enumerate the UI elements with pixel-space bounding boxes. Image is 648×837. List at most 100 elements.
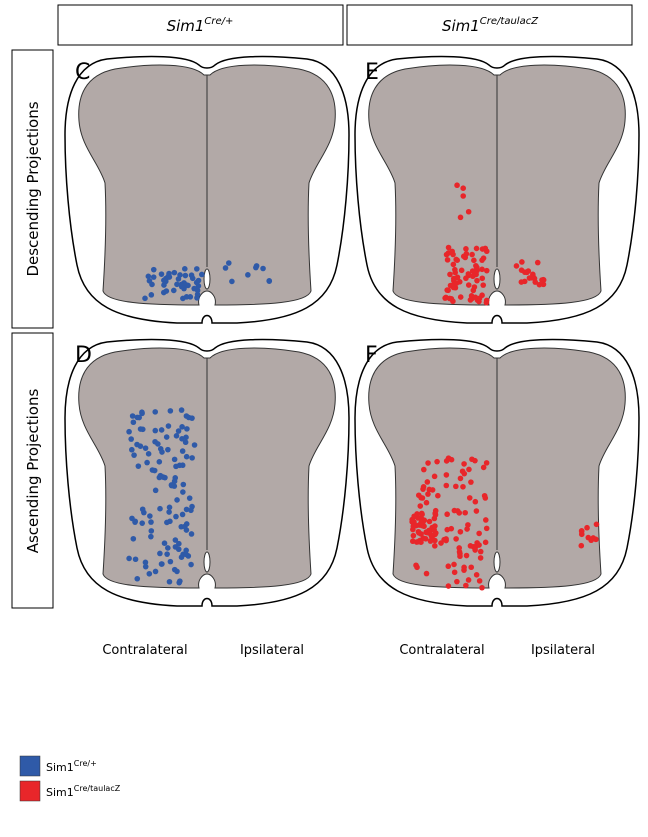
column-name: Sim1 <box>442 17 480 35</box>
neuron-dot <box>149 292 155 298</box>
neuron-dot <box>134 442 140 448</box>
neuron-dot <box>147 278 153 284</box>
neuron-dot <box>158 473 164 479</box>
neuron-dot <box>161 278 167 284</box>
neuron-dot <box>465 522 471 528</box>
neuron-dot <box>476 531 482 537</box>
neuron-dot <box>143 564 149 570</box>
neuron-dot <box>458 476 464 482</box>
legend-swatch <box>20 756 40 776</box>
neuron-dot <box>260 266 266 272</box>
neuron-dot <box>140 506 146 512</box>
neuron-dot <box>453 536 459 542</box>
neuron-dot <box>468 543 474 549</box>
neuron-dot <box>174 433 180 439</box>
neuron-dot <box>139 409 145 415</box>
neuron-dot <box>474 572 480 578</box>
neuron-dot <box>140 426 146 432</box>
neuron-dot <box>477 578 483 584</box>
neuron-dot <box>165 447 171 453</box>
neuron-dot <box>174 569 180 575</box>
panel-letter: C <box>75 60 90 85</box>
neuron-dot <box>179 407 185 413</box>
neuron-dot <box>159 561 165 567</box>
neuron-dot <box>590 535 596 541</box>
neuron-dot <box>474 246 480 252</box>
legend: Sim1Cre/+Sim1Cre/taulacZ <box>20 756 121 801</box>
neuron-dot <box>469 252 475 258</box>
neuron-dot <box>519 279 525 285</box>
neuron-dot <box>181 482 187 488</box>
neuron-dot <box>157 506 163 512</box>
neuron-dot <box>472 547 478 553</box>
neuron-dot <box>142 296 148 302</box>
neuron-dot <box>151 267 157 273</box>
neuron-dot <box>464 553 470 559</box>
neuron-dot <box>136 463 142 469</box>
neuron-dot <box>164 551 170 557</box>
neuron-dot <box>176 546 182 552</box>
neuron-dot <box>451 262 457 268</box>
neuron-dot <box>146 451 152 457</box>
neuron-dot <box>484 526 490 532</box>
neuron-dot <box>166 423 172 429</box>
neuron-dot <box>432 474 438 480</box>
neuron-dot <box>128 436 134 442</box>
neuron-dot <box>152 428 158 434</box>
neuron-dot <box>454 579 460 585</box>
neuron-dot <box>483 517 489 523</box>
neuron-dot <box>454 182 460 188</box>
neuron-dot <box>157 551 163 557</box>
neuron-dot <box>416 492 422 498</box>
neuron-dot <box>413 523 419 529</box>
neuron-dot <box>446 455 452 461</box>
side-label: Ipsilateral <box>240 643 304 658</box>
neuron-dot <box>468 564 474 570</box>
neuron-dot <box>178 282 184 288</box>
column-superscript: Cre/+ <box>204 16 233 27</box>
neuron-dot <box>191 286 197 292</box>
neuron-dot <box>473 499 479 505</box>
neuron-dot <box>479 585 485 591</box>
neuron-dot <box>180 489 186 495</box>
neuron-dot <box>169 482 175 488</box>
neuron-dot <box>484 300 490 306</box>
page: Sim1Cre/+ Sim1Cre/taulacZ Descending Pro… <box>0 0 648 837</box>
neuron-dot <box>438 540 444 546</box>
neuron-dot <box>159 449 165 455</box>
neuron-dot <box>584 525 590 531</box>
neuron-dot <box>126 556 132 562</box>
neuron-dot <box>168 559 174 565</box>
neuron-dot <box>132 519 138 525</box>
neuron-dot <box>184 426 190 432</box>
neuron-dot <box>189 455 195 461</box>
neuron-dot <box>411 533 417 539</box>
neuron-dot <box>454 280 460 286</box>
neuron-dot <box>189 415 195 421</box>
spinal-cord-panel: E <box>355 57 639 323</box>
neuron-dot <box>471 258 477 264</box>
neuron-dot <box>479 275 485 281</box>
neuron-dot <box>199 272 205 278</box>
neuron-dot <box>131 419 137 425</box>
neuron-dot <box>462 510 468 516</box>
neuron-dot <box>421 484 427 490</box>
column-superscript: Cre/taulacZ <box>480 16 539 27</box>
neuron-dot <box>192 442 198 448</box>
neuron-dot <box>416 530 422 536</box>
neuron-dot <box>424 500 430 506</box>
neuron-dot <box>476 299 482 305</box>
neuron-dot <box>460 468 466 474</box>
neuron-dot <box>458 529 464 535</box>
neuron-dot <box>478 555 484 561</box>
neuron-dot <box>466 577 472 583</box>
neuron-dot <box>190 275 196 281</box>
neuron-dot <box>460 185 466 191</box>
neuron-dot <box>529 275 535 281</box>
neuron-dot <box>484 268 490 274</box>
neuron-dot <box>539 277 545 283</box>
neuron-dot <box>445 257 451 263</box>
neuron-dot <box>460 193 466 199</box>
neuron-dot <box>478 549 484 555</box>
neuron-dot <box>187 294 193 300</box>
